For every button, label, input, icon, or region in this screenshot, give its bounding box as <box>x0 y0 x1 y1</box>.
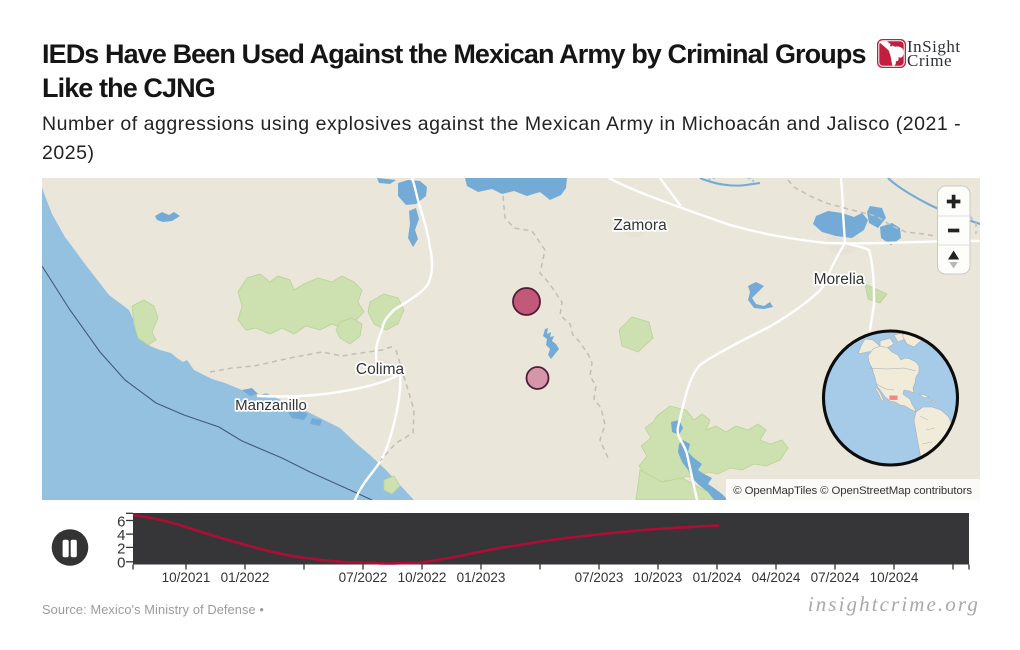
svg-text:07/2023: 07/2023 <box>575 570 624 585</box>
svg-text:0: 0 <box>117 554 125 571</box>
svg-text:07/2022: 07/2022 <box>339 570 388 585</box>
svg-text:Manzanillo: Manzanillo <box>235 397 307 414</box>
svg-text:04/2024: 04/2024 <box>752 570 801 585</box>
svg-text:01/2024: 01/2024 <box>693 570 742 585</box>
svg-text:Zamora: Zamora <box>613 217 667 234</box>
svg-text:10/2023: 10/2023 <box>634 570 683 585</box>
svg-text:© OpenMapTiles © OpenStreetMap: © OpenMapTiles © OpenStreetMap contribut… <box>733 485 972 497</box>
svg-text:10/2024: 10/2024 <box>870 570 919 585</box>
svg-text:01/2023: 01/2023 <box>457 570 506 585</box>
svg-text:6: 6 <box>117 514 125 531</box>
svg-text:Morelia: Morelia <box>814 271 865 288</box>
svg-text:Colima: Colima <box>356 361 405 378</box>
svg-text:10/2021: 10/2021 <box>162 570 211 585</box>
svg-text:10/2022: 10/2022 <box>398 570 447 585</box>
svg-text:4: 4 <box>117 527 125 544</box>
svg-text:01/2022: 01/2022 <box>221 570 270 585</box>
svg-text:07/2024: 07/2024 <box>811 570 860 585</box>
svg-text:2: 2 <box>117 540 125 557</box>
